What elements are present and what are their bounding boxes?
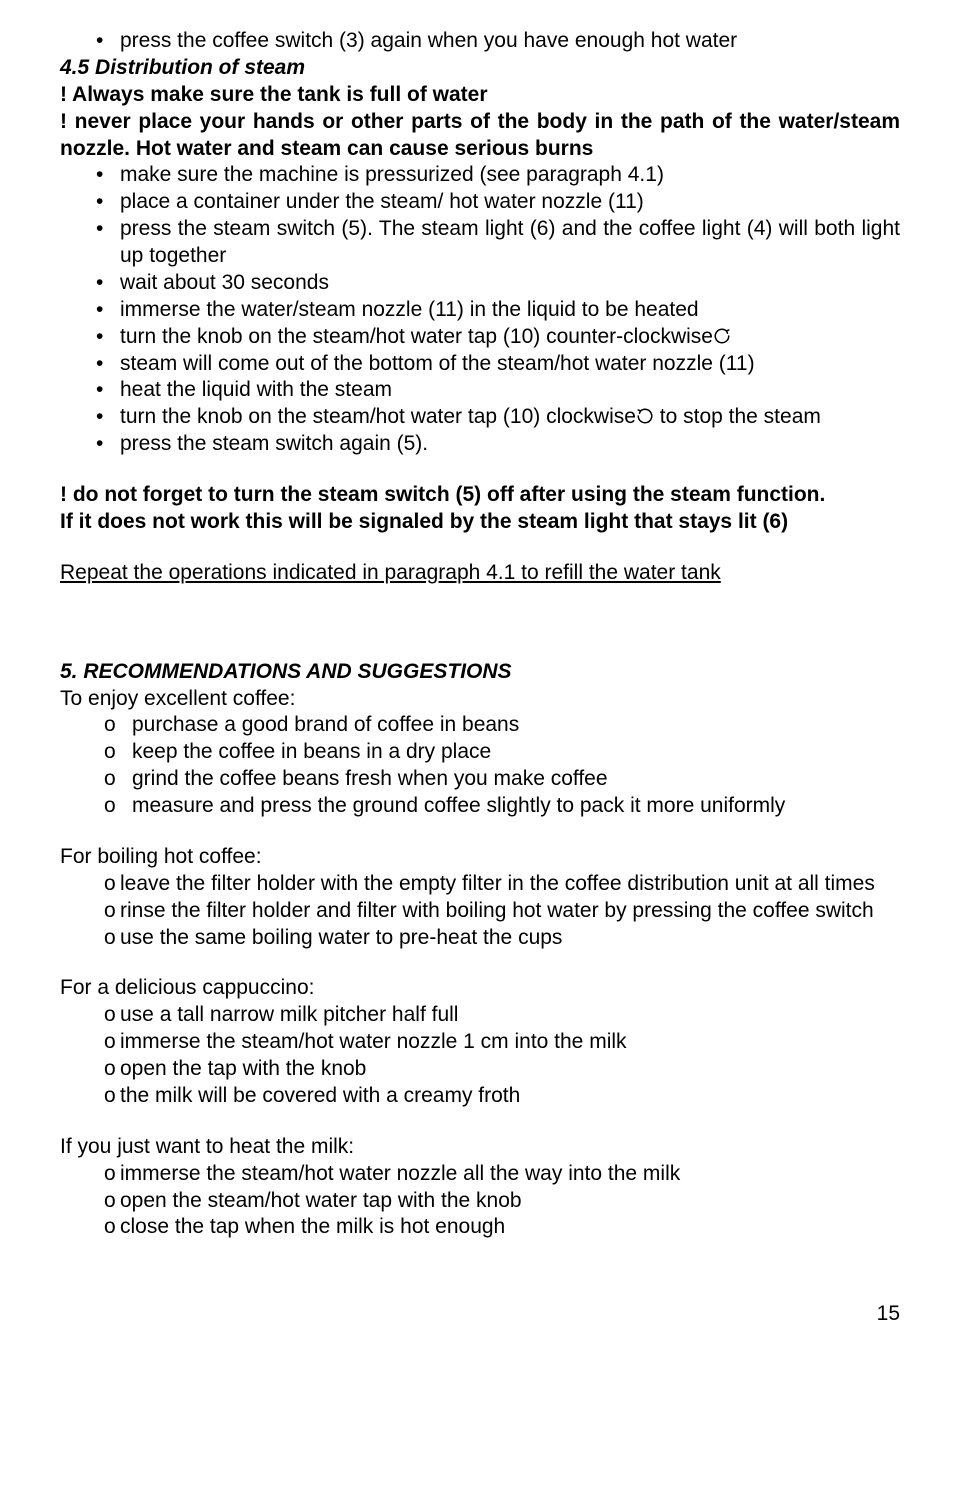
recommendations-list: purchase a good brand of coffee in beans… [60,712,900,820]
bullet-text: steam will come out of the bottom of the… [120,352,755,375]
bullet-text: wait about 30 seconds [120,271,329,294]
bullet-text: press the coffee switch (3) again when y… [120,29,737,52]
intro-text: If you just want to heat the milk: [60,1134,900,1161]
warning-text: If it does not work this will be signale… [60,509,900,536]
bullet-text: press the steam switch (5). The steam li… [120,217,900,267]
intro-text: For a delicious cappuccino: [60,975,900,1002]
bullet-text: use a tall narrow milk pitcher half full [120,1003,458,1026]
list-item: close the tap when the milk is hot enoug… [60,1214,900,1241]
bullet-text: measure and press the ground coffee slig… [132,794,785,817]
warning-text: ! do not forget to turn the steam switch… [60,482,900,509]
list-item: purchase a good brand of coffee in beans [60,712,900,739]
list-item: immerse the steam/hot water nozzle all t… [60,1161,900,1188]
bullet-text: turn the knob on the steam/hot water tap… [120,405,636,428]
bullet-text: grind the coffee beans fresh when you ma… [132,767,608,790]
list-item: rinse the filter holder and filter with … [60,898,900,925]
list-item: press the steam switch (5). The steam li… [60,216,900,270]
list-item: open the steam/hot water tap with the kn… [60,1188,900,1215]
bullet-text: place a container under the steam/ hot w… [120,190,644,213]
list-item: immerse the water/steam nozzle (11) in t… [60,297,900,324]
list-item: grind the coffee beans fresh when you ma… [60,766,900,793]
list-item: use a tall narrow milk pitcher half full [60,1002,900,1029]
bullet-text: to stop the steam [660,405,821,428]
bullet-text: immerse the water/steam nozzle (11) in t… [120,298,699,321]
bullet-text: purchase a good brand of coffee in beans [132,713,519,736]
list-item: immerse the steam/hot water nozzle 1 cm … [60,1029,900,1056]
bullet-text: the milk will be covered with a creamy f… [120,1084,520,1107]
recommendations-list: use a tall narrow milk pitcher half full… [60,1002,900,1110]
list-item: make sure the machine is pressurized (se… [60,162,900,189]
bullet-text: rinse the filter holder and filter with … [120,899,874,922]
bullet-text: leave the filter holder with the empty f… [120,872,875,895]
repeat-operations-note: Repeat the operations indicated in parag… [60,560,900,587]
bullet-text: make sure the machine is pressurized (se… [120,163,664,186]
bullet-text: open the steam/hot water tap with the kn… [120,1189,522,1212]
bullet-text: open the tap with the knob [120,1057,366,1080]
page-number: 15 [60,1301,900,1328]
bullet-text: heat the liquid with the steam [120,378,392,401]
bullet-text: close the tap when the milk is hot enoug… [120,1215,505,1238]
bullet-text: turn the knob on the steam/hot water tap… [120,325,713,348]
intro-text: For boiling hot coffee: [60,844,900,871]
counter-clockwise-arrow-icon [713,327,731,345]
list-item: leave the filter holder with the empty f… [60,871,900,898]
bullet-text: press the steam switch again (5). [120,432,428,455]
list-item: place a container under the steam/ hot w… [60,189,900,216]
list-item: heat the liquid with the steam [60,377,900,404]
list-item: turn the knob on the steam/hot water tap… [60,404,900,431]
list-item: open the tap with the knob [60,1056,900,1083]
list-item: keep the coffee in beans in a dry place [60,739,900,766]
section-5-heading: 5. RECOMMENDATIONS AND SUGGESTIONS [60,659,900,686]
recommendations-list: immerse the steam/hot water nozzle all t… [60,1161,900,1242]
section-4-4-tail-list: press the coffee switch (3) again when y… [60,28,900,55]
list-item: press the steam switch again (5). [60,431,900,458]
warning-text: ! Always make sure the tank is full of w… [60,82,900,109]
list-item: the milk will be covered with a creamy f… [60,1083,900,1110]
bullet-text: use the same boiling water to pre-heat t… [120,926,562,949]
bullet-text: immerse the steam/hot water nozzle 1 cm … [120,1030,627,1053]
list-item: use the same boiling water to pre-heat t… [60,925,900,952]
warning-text: ! never place your hands or other parts … [60,109,900,163]
bullet-text: keep the coffee in beans in a dry place [132,740,491,763]
list-item: measure and press the ground coffee slig… [60,793,900,820]
recommendations-list: leave the filter holder with the empty f… [60,871,900,952]
section-4-5-heading: 4.5 Distribution of steam [60,55,900,82]
section-4-5-steps-list: make sure the machine is pressurized (se… [60,162,900,458]
list-item: press the coffee switch (3) again when y… [60,28,900,55]
list-item: steam will come out of the bottom of the… [60,351,900,378]
list-item: wait about 30 seconds [60,270,900,297]
clockwise-arrow-icon [636,407,654,425]
list-item: turn the knob on the steam/hot water tap… [60,324,900,351]
intro-text: To enjoy excellent coffee: [60,686,900,713]
bullet-text: immerse the steam/hot water nozzle all t… [120,1162,680,1185]
